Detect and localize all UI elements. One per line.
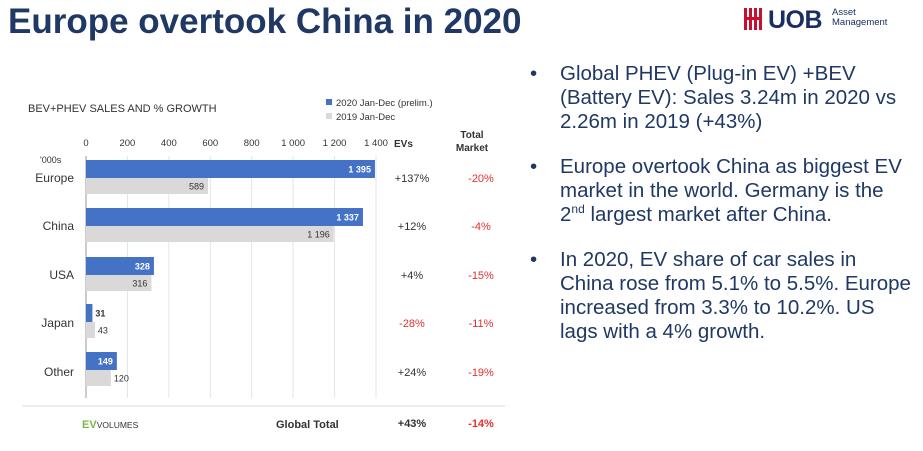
source-logo: EVVOLUMES [82,419,139,431]
category-label: USA [49,268,74,282]
market-column-header-line2: Market [456,143,489,154]
bar-2020 [86,257,154,275]
global-total-market-growth: -14% [468,418,494,430]
uob-logo-name: UOB [768,6,823,34]
bar-2019-value-label: 589 [189,182,204,192]
category-labels: Europe China USA Japan Other [35,171,74,379]
evs-growth-value: +12% [398,221,427,233]
bar-2019 [86,226,334,242]
market-growth-value: -15% [468,270,494,282]
bar-2019 [86,370,111,386]
bullet-list: Global PHEV (Plug-in EV) +BEV (Battery E… [528,62,913,365]
evs-growth-value: +4% [401,270,424,282]
uob-logo-subtitle: Asset Management [832,8,887,28]
evs-growth-value: -28% [399,318,425,330]
x-tick-label: 1 000 [281,138,305,149]
x-tick-label: 0 [83,138,88,149]
x-tick-label: 200 [119,138,135,149]
bar-2019 [86,322,95,338]
uob-logo-sub-line2: Management [832,17,888,28]
legend-label-2020: 2020 Jan-Dec (prelim.) [336,98,433,109]
market-growth-value: -11% [469,318,494,330]
bullet-text-post: largest market after China. [584,203,833,226]
evs-column-header: EVs [394,139,413,150]
x-tick-label: 600 [202,138,218,149]
legend-swatch-2020 [326,99,332,105]
source-logo-volumes: VOLUMES [97,420,139,430]
category-label: China [43,219,75,233]
bar-2019-value-label: 316 [132,279,147,289]
bullet-item: Global PHEV (Plug-in EV) +BEV (Battery E… [528,62,913,134]
bar-2020-value-label: 31 [95,309,105,319]
bullet-text-pre: Europe overtook China as biggest EV mark… [560,155,902,226]
ev-sales-chart: BEV+PHEV SALES AND % GROWTH 2020 Jan-Dec… [22,98,505,431]
unit-label: '000s [40,155,62,165]
global-total-label: Global Total [276,419,339,431]
evs-growth-value: +24% [398,367,427,379]
bar-2020-value-label: 1 395 [348,165,371,175]
uob-logo-sub-line1: Asset [832,7,856,18]
bullet-text: In 2020, EV share of car sales in China … [560,248,911,343]
bar-2020 [86,208,363,226]
bar-2020 [86,352,117,370]
market-growth-value: -4% [471,221,491,233]
market-column-header-line1: Total [460,130,483,141]
category-label: Europe [35,171,74,185]
bullet-item: Europe overtook China as biggest EV mark… [528,155,913,227]
source-logo-ev: EV [82,419,97,431]
chart-title: BEV+PHEV SALES AND % GROWTH [28,103,217,115]
bar-2020 [86,160,375,178]
bar-2020-value-label: 328 [135,262,150,272]
bar-2020-value-label: 149 [98,357,113,367]
category-label: Other [44,365,74,379]
category-label: Japan [41,316,74,330]
x-tick-label: 400 [161,138,177,149]
bar-2020 [86,304,93,322]
market-growth-value: -19% [468,367,494,379]
bullet-item: In 2020, EV share of car sales in China … [528,248,913,344]
growth-columns: +137% -20% +12% -4% +4% -15% -28% -11% +24% -19% [395,173,494,379]
global-total-evs-growth: +43% [398,418,427,430]
bar-2019 [86,178,209,194]
legend-swatch-2019 [326,113,332,119]
x-tick-label: 800 [244,138,260,149]
bar-2019-value-label: 120 [114,374,129,384]
x-axis-ticks: 0 200 400 600 800 1 000 1 200 1 400 [83,138,388,149]
bar-2019-value-label: 43 [98,326,108,336]
slide-title: Europe overtook China in 2020 [8,2,522,41]
legend-label-2019: 2019 Jan-Dec [336,112,395,123]
bar-2019-value-label: 1 196 [307,230,330,240]
bullet-superscript: nd [571,202,585,217]
x-tick-label: 1 400 [364,138,388,149]
uob-logo: UOB Asset Management [744,6,914,36]
market-growth-value: -20% [468,173,494,185]
x-tick-label: 1 200 [323,138,347,149]
bar-2019 [86,275,152,291]
uob-logo-mark [744,8,762,30]
evs-growth-value: +137% [395,173,430,185]
bar-2020-value-label: 1 337 [336,213,359,223]
bullet-text: Global PHEV (Plug-in EV) +BEV (Battery E… [560,62,897,133]
